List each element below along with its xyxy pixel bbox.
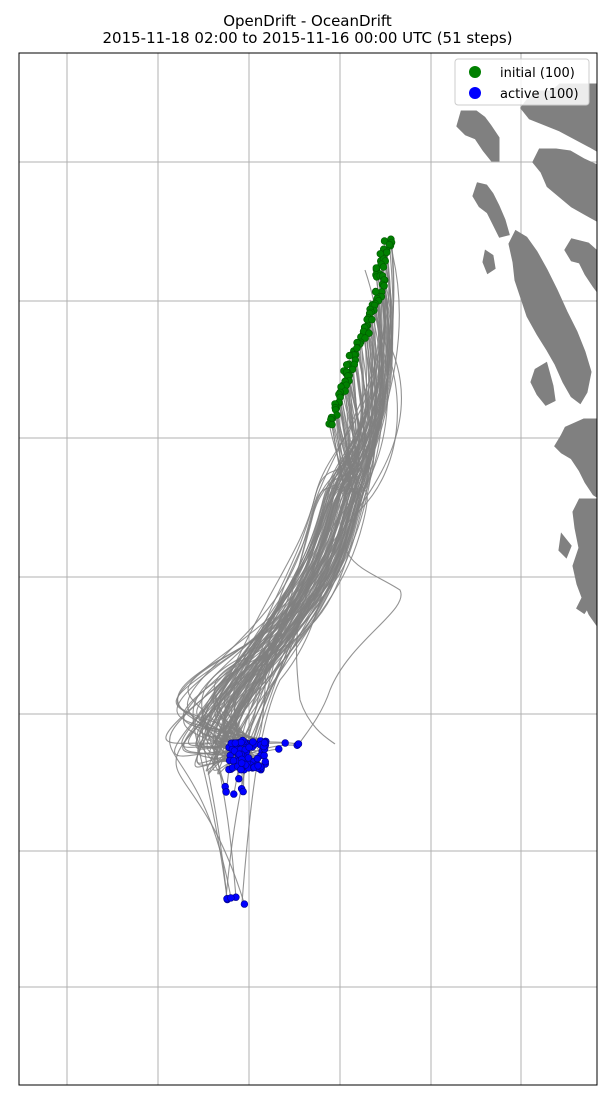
- active-particle: [275, 745, 283, 753]
- trajectory-line: [208, 393, 361, 761]
- initial-particle: [383, 248, 391, 257]
- land-area: [576, 597, 590, 615]
- trajectory-line: [210, 424, 351, 760]
- initial-particle: [372, 264, 380, 272]
- initial-particle: [343, 361, 351, 369]
- active-particle: [230, 790, 238, 798]
- active-particle: [239, 787, 247, 796]
- legend-label-initial: initial (100): [500, 66, 575, 81]
- active-particle: [237, 765, 245, 774]
- active-particle: [222, 788, 230, 796]
- land-area: [564, 238, 597, 293]
- legend-marker-active: [469, 87, 481, 99]
- initial-particle: [345, 351, 354, 360]
- legend-box: [454, 58, 590, 106]
- land-area: [554, 418, 597, 498]
- trajectory-line: [169, 380, 367, 898]
- trajectory-line: [226, 423, 360, 761]
- active-particle: [245, 743, 253, 751]
- active-particle: [249, 738, 257, 746]
- active-particles: [221, 736, 303, 908]
- coastline-land: [456, 83, 597, 627]
- land-area: [532, 148, 597, 222]
- active-particle: [261, 757, 269, 766]
- trajectory-line: [211, 403, 368, 750]
- initial-particle: [380, 282, 388, 290]
- land-area: [456, 110, 500, 162]
- active-particle: [260, 751, 268, 760]
- active-particle: [238, 759, 246, 767]
- initial-particle: [365, 329, 373, 337]
- trajectory-line: [196, 276, 380, 766]
- initial-particle: [379, 263, 388, 271]
- legend-marker-initial: [469, 66, 481, 78]
- trajectory-line: [204, 419, 346, 770]
- trajectory-line: [216, 407, 354, 767]
- trajectory-line: [187, 392, 353, 757]
- land-area: [572, 498, 597, 627]
- active-particle: [235, 774, 243, 783]
- trajectory-line: [165, 355, 369, 751]
- initial-particles: [325, 235, 396, 429]
- active-particle: [294, 740, 303, 748]
- axes-frame: [18, 52, 598, 1086]
- active-particle: [240, 900, 249, 908]
- active-particle: [229, 756, 238, 765]
- active-particle: [260, 738, 269, 747]
- chart-title-line-2: 2015-11-18 02:00 to 2015-11-16 00:00 UTC…: [102, 29, 513, 47]
- active-particle: [244, 754, 253, 762]
- initial-particle: [353, 344, 361, 352]
- active-particle: [254, 762, 262, 770]
- initial-particle: [372, 288, 380, 296]
- active-particle: [227, 894, 235, 902]
- trajectory-line: [296, 349, 402, 745]
- trajectory-line: [223, 408, 357, 763]
- active-particle: [253, 754, 262, 763]
- initial-particle: [380, 237, 389, 245]
- land-area: [508, 229, 592, 405]
- land-area: [558, 532, 572, 559]
- trajectory-line: [241, 299, 389, 904]
- land-area: [530, 361, 556, 406]
- land-area: [472, 182, 510, 238]
- trajectory-line: [297, 329, 402, 747]
- initial-particle: [385, 240, 394, 249]
- active-particle: [231, 739, 240, 747]
- chart-title-line-1: OpenDrift - OceanDrift: [223, 12, 392, 30]
- initial-particle: [376, 250, 384, 258]
- initial-particle: [328, 420, 336, 429]
- trajectory-line: [207, 407, 360, 775]
- land-area: [482, 249, 496, 275]
- active-particle: [281, 739, 289, 747]
- legend-label-active: active (100): [500, 87, 579, 102]
- legend: initial (100) active (100): [454, 58, 590, 106]
- initial-particle: [368, 315, 376, 324]
- trajectory-line: [222, 402, 359, 769]
